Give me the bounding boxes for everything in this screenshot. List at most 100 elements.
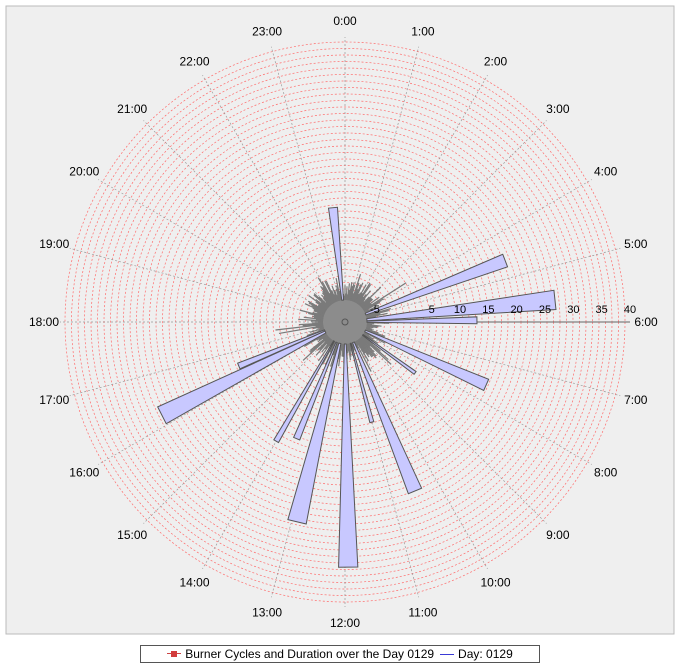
small-bar	[362, 302, 371, 310]
cluster-core	[321, 298, 369, 346]
small-bar	[355, 284, 367, 304]
small-bar	[358, 298, 366, 306]
small-bar	[312, 325, 324, 330]
hour-label: 23:00	[252, 24, 282, 38]
small-bar	[357, 296, 364, 305]
small-bar	[312, 307, 325, 314]
small-bar	[312, 315, 324, 319]
hour-spoke	[270, 321, 346, 598]
small-bar	[362, 303, 372, 311]
center-marker	[341, 318, 349, 326]
small-bar	[355, 340, 369, 362]
small-bar	[335, 288, 340, 301]
small-bar	[357, 339, 370, 355]
hour-spoke	[98, 321, 346, 465]
small-bar	[318, 328, 325, 332]
hour-label: 20:00	[69, 165, 99, 179]
hour-label: 5:00	[624, 237, 648, 251]
hour-label: 18:00	[29, 315, 59, 329]
small-bar	[313, 315, 324, 319]
small-bar	[335, 278, 342, 301]
small-bar	[320, 301, 329, 309]
small-bar	[348, 282, 353, 301]
small-bar	[339, 290, 342, 301]
hour-label: 16:00	[69, 466, 99, 480]
small-bar	[359, 300, 365, 307]
small-bar	[363, 298, 384, 312]
small-bar	[303, 316, 324, 321]
small-bar	[313, 316, 324, 320]
small-bar	[364, 309, 369, 313]
small-bar	[317, 277, 335, 304]
hour-spoke	[69, 321, 346, 397]
legend-item-burner: Burner Cycles and Duration over the Day …	[167, 647, 434, 661]
small-bar	[363, 333, 379, 344]
small-bar	[361, 298, 373, 309]
radial-tick-label: 15	[482, 304, 494, 316]
small-bar	[365, 328, 379, 334]
small-bar	[317, 339, 334, 362]
small-bar	[348, 343, 352, 352]
hour-label: 14:00	[179, 576, 209, 590]
small-bar	[365, 328, 386, 337]
hour-spoke	[344, 179, 592, 323]
small-bar	[324, 336, 330, 342]
hour-label: 10:00	[480, 576, 510, 590]
small-bar	[360, 286, 382, 308]
burner-bar	[338, 343, 359, 568]
small-bar	[315, 318, 324, 321]
small-bar	[329, 342, 339, 367]
small-bar	[325, 301, 331, 307]
burner-bar	[364, 253, 509, 316]
small-bar	[328, 340, 334, 347]
small-bar	[366, 325, 378, 329]
small-bar	[321, 281, 335, 304]
small-bar	[360, 336, 371, 347]
small-bar	[365, 327, 373, 331]
hour-label: 4:00	[594, 165, 618, 179]
hour-spoke	[202, 75, 346, 323]
small-bar	[318, 333, 328, 341]
small-bar	[334, 289, 339, 302]
hour-spoke	[98, 179, 346, 323]
small-bar	[299, 309, 324, 317]
small-bar	[302, 323, 324, 327]
small-bar	[366, 323, 382, 327]
small-bar	[317, 337, 331, 351]
small-bar	[361, 335, 381, 352]
hour-spoke	[344, 75, 488, 323]
legend-label-day: Day: 0129	[458, 647, 513, 661]
legend-label-burner: Burner Cycles and Duration over the Day …	[185, 647, 435, 661]
radial-tick-labels: -5 5 10 15 20 25 30 35 40	[370, 304, 636, 316]
small-bar	[321, 339, 333, 353]
small-bar	[315, 298, 328, 310]
hour-spoke	[143, 120, 346, 323]
small-bar	[342, 343, 345, 357]
small-bar	[358, 338, 374, 357]
small-bar	[320, 285, 334, 305]
small-bar	[317, 312, 325, 316]
small-bar	[349, 282, 355, 301]
small-bar	[302, 336, 330, 361]
radial-tick-label: -5	[370, 304, 380, 316]
hour-spoke	[344, 321, 621, 397]
small-bar	[312, 311, 325, 317]
small-bar	[313, 293, 330, 308]
small-bar	[298, 322, 324, 326]
small-bar	[315, 324, 324, 327]
legend-red-marker-icon	[167, 649, 182, 659]
radial-tick-label: 20	[511, 304, 523, 316]
small-bar	[346, 283, 351, 301]
burner-bar	[273, 340, 336, 444]
hour-label: 12:00	[330, 616, 360, 630]
burner-bar	[349, 342, 375, 424]
burner-bar	[366, 289, 557, 322]
burner-bar	[236, 329, 326, 370]
hour-label: 8:00	[594, 466, 618, 480]
small-bar	[361, 335, 389, 360]
small-bar	[366, 327, 373, 330]
small-bar	[306, 328, 325, 337]
small-bar	[351, 342, 355, 351]
small-bar	[353, 282, 364, 303]
small-bar	[358, 338, 377, 359]
